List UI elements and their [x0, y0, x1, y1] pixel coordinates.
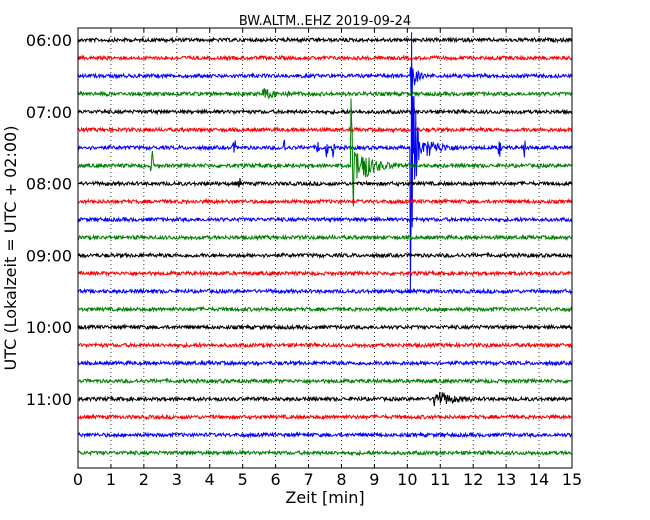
- trace-0600: [78, 36, 572, 44]
- trace-0645: [78, 88, 572, 100]
- trace-0815: [78, 197, 572, 206]
- y-axis: 06:00 07:00 08:00 09:00 10:00 11:00: [26, 31, 572, 409]
- y-tick-label: 09:00: [26, 246, 72, 265]
- x-tick-label: 0: [73, 470, 83, 489]
- x-tick-label: 15: [562, 470, 582, 489]
- plot-frame: [77, 27, 573, 469]
- x-tick-label: 2: [139, 470, 149, 489]
- chart-title: BW.ALTM..EHZ 2019-09-24: [239, 14, 411, 29]
- trace-0630: [78, 64, 572, 94]
- x-tick-label: 11: [430, 470, 450, 489]
- trace-0730: [78, 32, 572, 291]
- y-tick-label: 11:00: [26, 390, 72, 409]
- trace-1030: [78, 359, 572, 367]
- trace-1145: [78, 448, 572, 457]
- x-tick-label: 6: [271, 470, 281, 489]
- x-tick-label: 7: [303, 470, 313, 489]
- x-tick-label: 13: [496, 470, 516, 489]
- trace-1000: [78, 323, 572, 331]
- x-axis-label: Zeit [min]: [285, 488, 364, 507]
- trace-1045: [78, 377, 572, 385]
- x-tick-label: 5: [238, 470, 248, 489]
- trace-0745: [78, 98, 572, 207]
- trace-0830: [78, 215, 572, 224]
- trace-1015: [78, 341, 572, 350]
- x-tick-label: 4: [205, 470, 215, 489]
- trace-0915: [78, 269, 572, 277]
- y-tick-label: 08:00: [26, 175, 72, 194]
- y-tick-label: 06:00: [26, 31, 72, 50]
- trace-0800: [78, 178, 572, 188]
- trace-0615: [78, 54, 572, 62]
- x-axis: 0 1 2 3 4 5 6 7 8 9 10 11 12 13 14 15: [73, 28, 582, 489]
- x-tick-label: 12: [463, 470, 483, 489]
- trace-0930: [78, 287, 572, 295]
- y-tick-label: 07:00: [26, 103, 72, 122]
- x-tick-label: 9: [369, 470, 379, 489]
- y-axis-label: UTC (Lokalzeit = UTC + 02:00): [1, 126, 20, 371]
- grid-lines: [110, 28, 540, 468]
- trace-1130: [78, 431, 572, 439]
- trace-1100: [78, 391, 572, 407]
- x-tick-label: 8: [336, 470, 346, 489]
- x-tick-label: 14: [529, 470, 549, 489]
- trace-1115: [78, 413, 572, 421]
- y-tick-label: 10:00: [26, 318, 72, 337]
- x-tick-label: 3: [172, 470, 182, 489]
- trace-0700: [78, 108, 572, 116]
- trace-0945: [78, 305, 572, 313]
- x-tick-label: 1: [106, 470, 116, 489]
- trace-0900: [78, 251, 572, 260]
- x-tick-label: 10: [397, 470, 417, 489]
- trace-0715: [78, 125, 572, 134]
- trace-group: [78, 32, 572, 457]
- trace-0845: [78, 233, 572, 242]
